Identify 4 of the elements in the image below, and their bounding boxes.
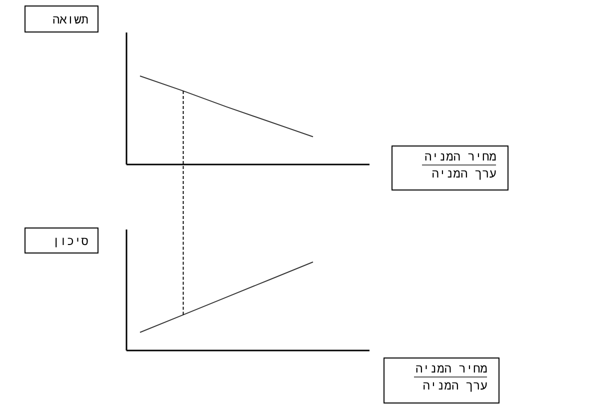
- y-axis-title: תשואה: [52, 14, 88, 28]
- y-axis-title: סיכון: [52, 235, 88, 249]
- x-axis-title: מחיר המניה ערך המניה: [424, 150, 496, 182]
- x-axis-title: מחיר המניה ערך המניה: [415, 362, 488, 394]
